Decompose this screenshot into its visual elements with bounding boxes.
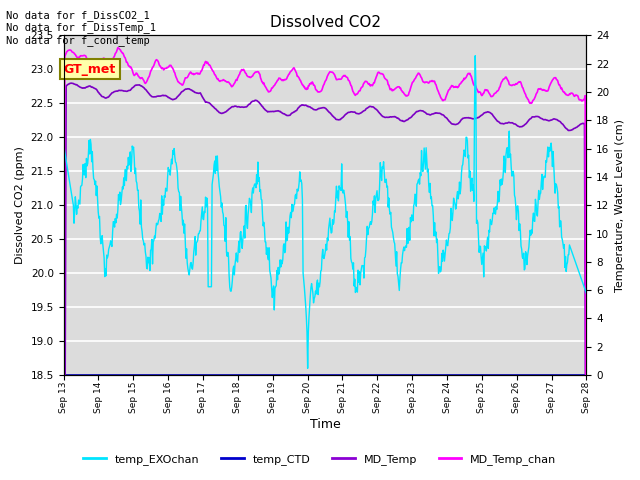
Title: Dissolved CO2: Dissolved CO2 [269, 15, 381, 30]
Y-axis label: Temperature, Water Level (cm): Temperature, Water Level (cm) [615, 119, 625, 292]
Text: No data for f_DissCO2_1
No data for f_DissTemp_1
No data for f_cond_temp: No data for f_DissCO2_1 No data for f_Di… [6, 10, 156, 46]
Text: GT_met: GT_met [63, 63, 116, 76]
X-axis label: Time: Time [310, 419, 340, 432]
Y-axis label: Dissolved CO2 (ppm): Dissolved CO2 (ppm) [15, 146, 25, 264]
Legend: temp_EXOchan, temp_CTD, MD_Temp, MD_Temp_chan: temp_EXOchan, temp_CTD, MD_Temp, MD_Temp… [79, 450, 561, 469]
